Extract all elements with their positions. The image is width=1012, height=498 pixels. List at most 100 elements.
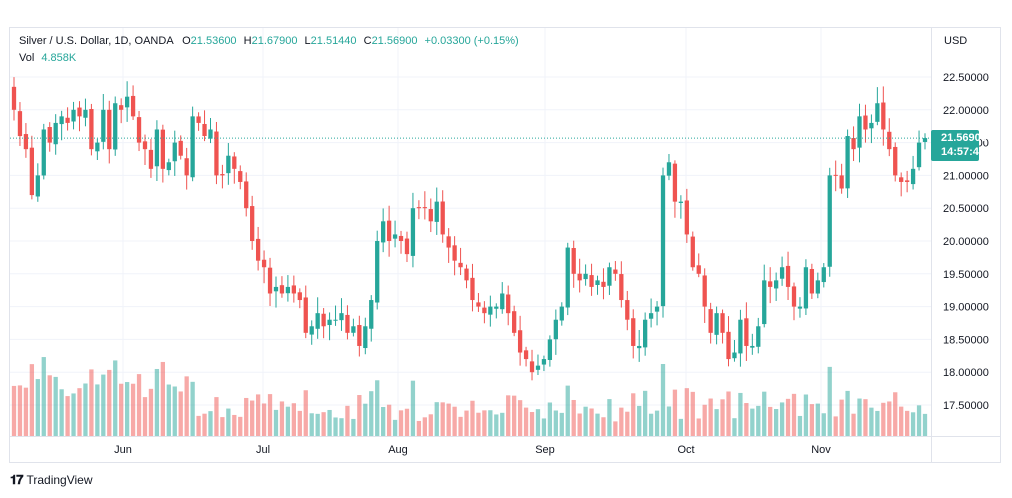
volume-bar xyxy=(95,384,100,436)
candle-body xyxy=(708,309,713,333)
candle-body xyxy=(327,319,332,326)
candle-body xyxy=(119,105,124,110)
candle-body xyxy=(244,181,249,209)
candle-body xyxy=(107,109,112,150)
candle-body xyxy=(29,147,35,196)
candle-body xyxy=(774,280,779,289)
volume-bar xyxy=(506,395,511,436)
candle-body xyxy=(458,262,463,268)
volume-bar xyxy=(803,394,809,436)
volume-bar xyxy=(53,376,58,436)
candle-body xyxy=(547,339,553,360)
candle-body xyxy=(315,313,320,329)
change-value: +0.03300 (+0.15%) xyxy=(424,35,519,47)
last-price-badge: 21.56900 14:57:48 xyxy=(931,130,987,161)
candle-body xyxy=(565,247,570,308)
volume-bar xyxy=(863,399,868,436)
volume-bar xyxy=(654,410,660,436)
candle-body xyxy=(678,201,684,203)
candle-body xyxy=(83,109,88,118)
volume-bar xyxy=(309,413,314,436)
volume-bar xyxy=(762,391,767,436)
volume-bar xyxy=(910,412,916,436)
candle-body xyxy=(154,129,160,167)
volume-bar xyxy=(77,388,82,436)
candle-body xyxy=(255,238,261,261)
volume-bar xyxy=(35,379,40,436)
candle-body xyxy=(35,175,40,197)
candle-body xyxy=(506,294,511,314)
volume-bar xyxy=(583,406,588,436)
volume-bar xyxy=(827,366,832,436)
candle-body xyxy=(238,171,243,182)
volume-bar xyxy=(172,386,177,436)
candle-body xyxy=(113,103,118,150)
volume-bar xyxy=(625,411,630,436)
volume-bar xyxy=(160,361,165,436)
candle-body xyxy=(422,207,427,209)
volume-bar xyxy=(148,388,154,436)
volume-bar xyxy=(410,380,416,436)
volume-bar xyxy=(779,402,785,436)
volume-bar xyxy=(785,398,791,436)
volume-bar xyxy=(41,357,46,436)
volume-bar xyxy=(916,405,922,436)
candle-body xyxy=(714,313,719,335)
x-tick-label: Sep xyxy=(535,444,555,456)
candle-body xyxy=(172,142,177,162)
high-value: 21.67900 xyxy=(251,35,298,47)
candle-body xyxy=(523,350,529,360)
candle-body xyxy=(124,96,130,108)
candle-body xyxy=(226,155,231,174)
volume-bar xyxy=(196,415,201,436)
volume-bar xyxy=(113,360,118,436)
candle-body xyxy=(756,326,761,347)
volume-bar xyxy=(202,413,207,436)
candle-body xyxy=(750,345,755,348)
volume-bar xyxy=(47,375,52,436)
volume-bar xyxy=(190,381,195,436)
high-label: H xyxy=(243,35,252,47)
volume-bar xyxy=(904,410,910,436)
volume-bar xyxy=(458,416,463,436)
volume-bar xyxy=(845,390,850,436)
y-tick-label: 19.00000 xyxy=(943,302,989,314)
candle-body xyxy=(577,273,582,281)
tradingview-logo[interactable]: 𝟏𝟕 TradingView xyxy=(10,472,93,488)
volume-bar xyxy=(238,416,243,436)
candle-body xyxy=(101,109,106,142)
volume-bar xyxy=(684,388,689,436)
candle-body xyxy=(535,365,541,370)
candle-body xyxy=(250,206,255,241)
candle-body xyxy=(875,103,880,122)
volume-bar xyxy=(65,396,70,436)
candle-body xyxy=(648,313,654,319)
open-value: 21.53600 xyxy=(190,35,237,47)
volume-bar xyxy=(613,421,618,436)
y-tick-label: 18.50000 xyxy=(943,334,989,346)
volume-bar xyxy=(226,408,231,436)
volume-bar xyxy=(517,400,523,436)
candle-body xyxy=(863,115,868,130)
candle-body xyxy=(386,220,392,241)
volume-bar xyxy=(107,369,112,436)
volume-bar xyxy=(357,395,362,436)
volume-bar xyxy=(166,384,171,436)
volume-bar xyxy=(714,409,719,436)
candle-body xyxy=(553,319,558,340)
candle-body xyxy=(738,319,743,354)
y-tick-label: 20.50000 xyxy=(943,203,989,215)
volume-bar xyxy=(631,393,636,436)
volume-bar xyxy=(494,414,499,436)
vol-label[interactable]: Vol xyxy=(19,52,35,64)
candle-body xyxy=(791,286,797,307)
candle-body xyxy=(136,117,142,143)
volume-bar xyxy=(678,418,684,436)
tv-logo-icon: 𝟏𝟕 xyxy=(10,472,24,487)
candle-body xyxy=(631,318,636,346)
candle-body xyxy=(922,138,928,142)
volume-bar xyxy=(708,398,713,436)
volume-bar xyxy=(607,399,612,436)
symbol-title[interactable]: Silver / U.S. Dollar, 1D, OANDA xyxy=(19,35,174,47)
